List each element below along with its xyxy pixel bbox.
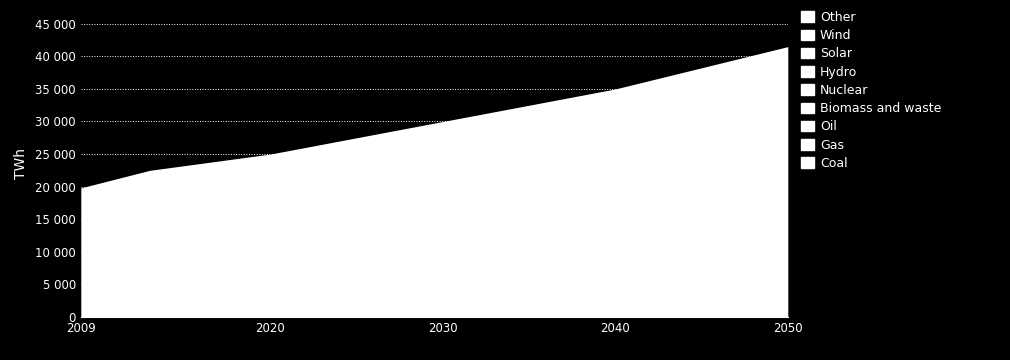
Legend: Other, Wind, Solar, Hydro, Nuclear, Biomass and waste, Oil, Gas, Coal: Other, Wind, Solar, Hydro, Nuclear, Biom… (801, 11, 941, 170)
Y-axis label: TWh: TWh (14, 148, 28, 179)
